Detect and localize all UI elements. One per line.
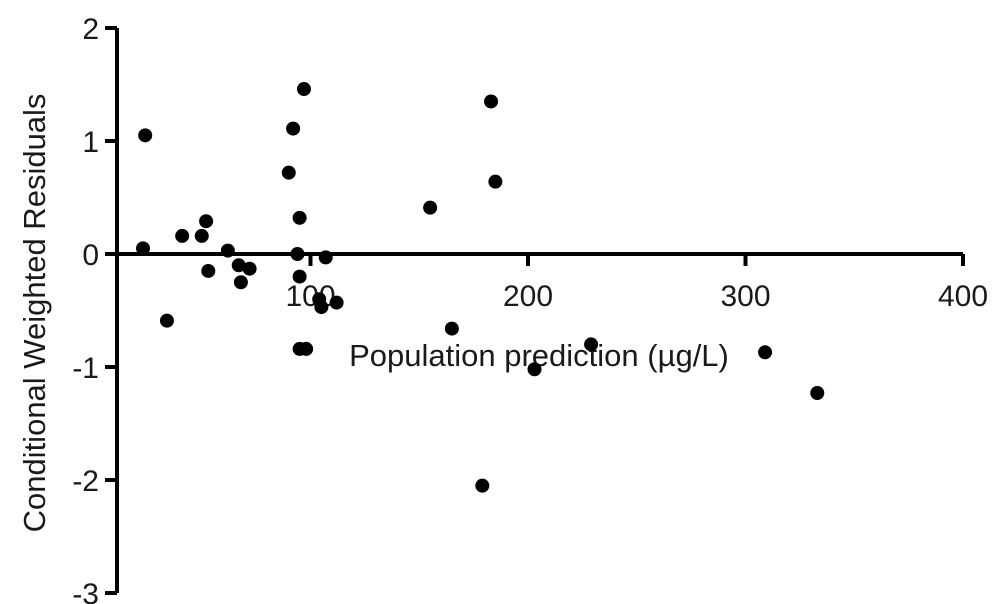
data-point [292, 269, 307, 284]
data-point [444, 321, 459, 336]
x-tick-label: 200 [503, 280, 553, 313]
data-point [296, 82, 311, 97]
data-point [329, 295, 344, 310]
data-point [242, 261, 257, 276]
data-point [194, 228, 209, 243]
data-point [290, 247, 305, 261]
y-tick-label: -3 [72, 578, 99, 604]
data-point [299, 341, 314, 356]
data-point [220, 243, 235, 258]
data-point [758, 345, 773, 360]
axes [115, 28, 963, 593]
data-point [314, 300, 329, 315]
y-tick-label: 2 [82, 13, 99, 46]
data-point [292, 210, 307, 225]
data-point [810, 385, 825, 400]
y-axis-ticks: 2 1 0 -1 -2 -3 [72, 13, 117, 604]
data-point [199, 214, 214, 229]
data-point [138, 128, 153, 143]
data-point [423, 200, 438, 215]
data-point [584, 337, 599, 352]
data-point [159, 313, 174, 328]
y-tick-label: -1 [72, 352, 99, 385]
y-axis-title: Conditional Weighted Residuals [17, 94, 52, 533]
y-tick-label: 0 [82, 239, 99, 272]
data-point [488, 174, 503, 189]
data-point [318, 250, 333, 265]
y-tick-label: 1 [82, 126, 99, 159]
data-point [136, 241, 151, 256]
x-tick-label: 300 [720, 280, 770, 313]
data-point [281, 165, 296, 180]
data-point [475, 478, 490, 493]
data-points [136, 82, 825, 493]
data-point [201, 263, 216, 278]
x-tick-label: 400 [938, 280, 988, 313]
data-point [233, 275, 248, 290]
data-point [484, 94, 499, 109]
data-point [231, 258, 246, 273]
data-point [286, 121, 301, 136]
data-point [527, 362, 542, 377]
data-point [175, 228, 190, 243]
y-tick-label: -2 [72, 465, 99, 498]
x-axis-ticks: 100 200 300 400 [285, 254, 988, 313]
